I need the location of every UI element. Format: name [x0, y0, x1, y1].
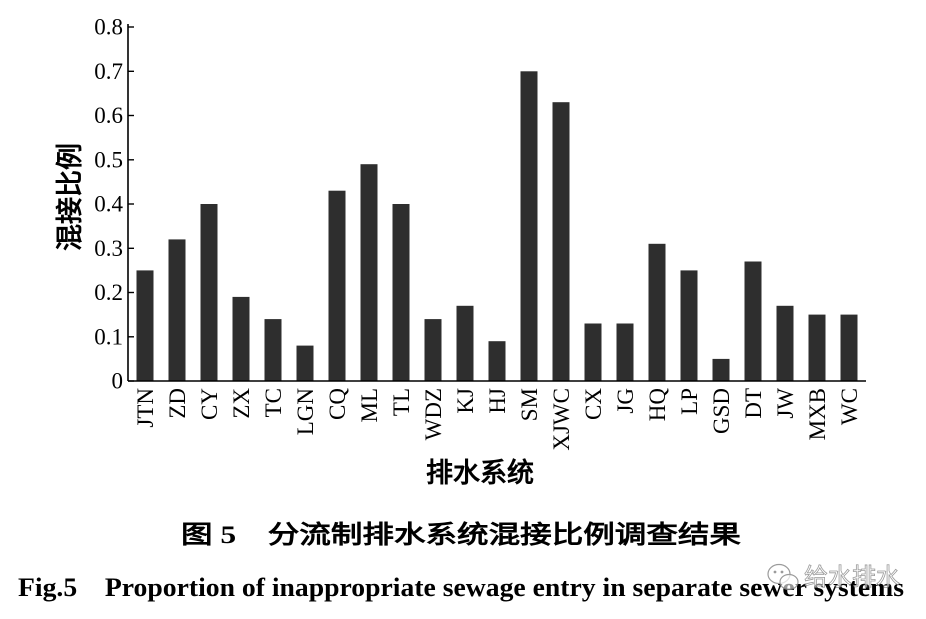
- y-tick-label: 0.1: [94, 324, 123, 349]
- y-tick-label: 0.2: [94, 280, 123, 305]
- bar-CY: [200, 204, 218, 381]
- x-tick-label-MXB: MXB: [805, 388, 830, 440]
- x-tick-label-GSD: GSD: [709, 388, 734, 434]
- x-tick-label-TL: TL: [389, 388, 414, 416]
- y-tick-label: 0.5: [94, 147, 123, 172]
- x-tick-label-LP: LP: [677, 388, 702, 415]
- bar-CX: [584, 323, 602, 381]
- bar-JTN: [136, 270, 154, 381]
- bar-CQ: [328, 190, 346, 381]
- bar-XJWC: [552, 102, 570, 381]
- x-tick-label-ML: ML: [357, 388, 382, 423]
- bar-TL: [392, 204, 410, 381]
- x-tick-label-WDZ: WDZ: [421, 388, 446, 440]
- x-tick-label-CQ: CQ: [325, 388, 350, 420]
- bar-ZX: [232, 296, 250, 381]
- x-tick-labels-group: JTN ZD CY ZX TC LGN CQ ML TL WDZ KJ HJ SM XJWC CX JG HQ L…: [133, 388, 862, 451]
- x-axis-label: 排水系统: [426, 457, 534, 488]
- bar-LGN: [296, 345, 314, 381]
- y-tick-label: 0.7: [94, 59, 123, 84]
- watermark-text: 给水排水: [804, 564, 900, 591]
- bar-GSD: [712, 358, 730, 381]
- x-tick-label-ZD: ZD: [165, 388, 190, 419]
- wechat-icon: [767, 563, 799, 591]
- bars-group: [136, 71, 858, 382]
- bar-MXB: [808, 314, 826, 381]
- x-tick-label-CY: CY: [197, 388, 222, 420]
- x-tick-label-CX: CX: [581, 388, 606, 420]
- x-tick-label-WC: WC: [837, 388, 862, 425]
- bar-ML: [360, 164, 378, 381]
- x-tick-label-LGN: LGN: [293, 388, 318, 436]
- y-tick-label: 0.3: [94, 236, 123, 261]
- bar-TC: [264, 319, 282, 381]
- y-tick-label: 0.8: [94, 15, 123, 40]
- x-tick-label-DT: DT: [741, 388, 766, 419]
- x-tick-label-JG: JG: [613, 388, 638, 414]
- bar-JG: [616, 323, 634, 381]
- y-tick-label: 0.6: [94, 103, 123, 128]
- x-tick-label-JTN: JTN: [133, 388, 158, 428]
- bar-JW: [776, 305, 794, 381]
- bar-SM: [520, 71, 538, 382]
- x-tick-label-HJ: HJ: [485, 388, 510, 414]
- watermark: 给水排水: [767, 563, 900, 591]
- x-tick-label-ZX: ZX: [229, 388, 254, 419]
- y-tick-label: 0.4: [94, 192, 123, 217]
- bar-KJ: [456, 305, 474, 381]
- y-axis-label: 混接比例: [55, 143, 85, 251]
- bar-HQ: [648, 243, 666, 381]
- figure-caption-cn: 图 5 分流制排水系统混接比例调查结果: [181, 520, 741, 549]
- y-ticks-group: 0 0.1 0.2 0.3 0.4 0.5 0.6 0.7 0.8: [94, 15, 134, 394]
- x-tick-label-SM: SM: [517, 388, 542, 421]
- x-tick-label-XJWC: XJWC: [549, 388, 574, 451]
- bar-WC: [840, 314, 858, 381]
- bar-HJ: [488, 341, 506, 381]
- x-tick-label-JW: JW: [773, 388, 798, 419]
- bar-DT: [744, 261, 762, 381]
- x-tick-label-TC: TC: [261, 388, 286, 417]
- bar-LP: [680, 270, 698, 381]
- x-tick-label-KJ: KJ: [453, 388, 478, 414]
- y-tick-label: 0: [112, 369, 124, 394]
- bar-ZD: [168, 239, 186, 381]
- figure-caption-en: Fig.5 Proportion of inappropriate sewage…: [18, 573, 904, 602]
- bar-WDZ: [424, 319, 442, 381]
- x-tick-label-HQ: HQ: [645, 388, 670, 422]
